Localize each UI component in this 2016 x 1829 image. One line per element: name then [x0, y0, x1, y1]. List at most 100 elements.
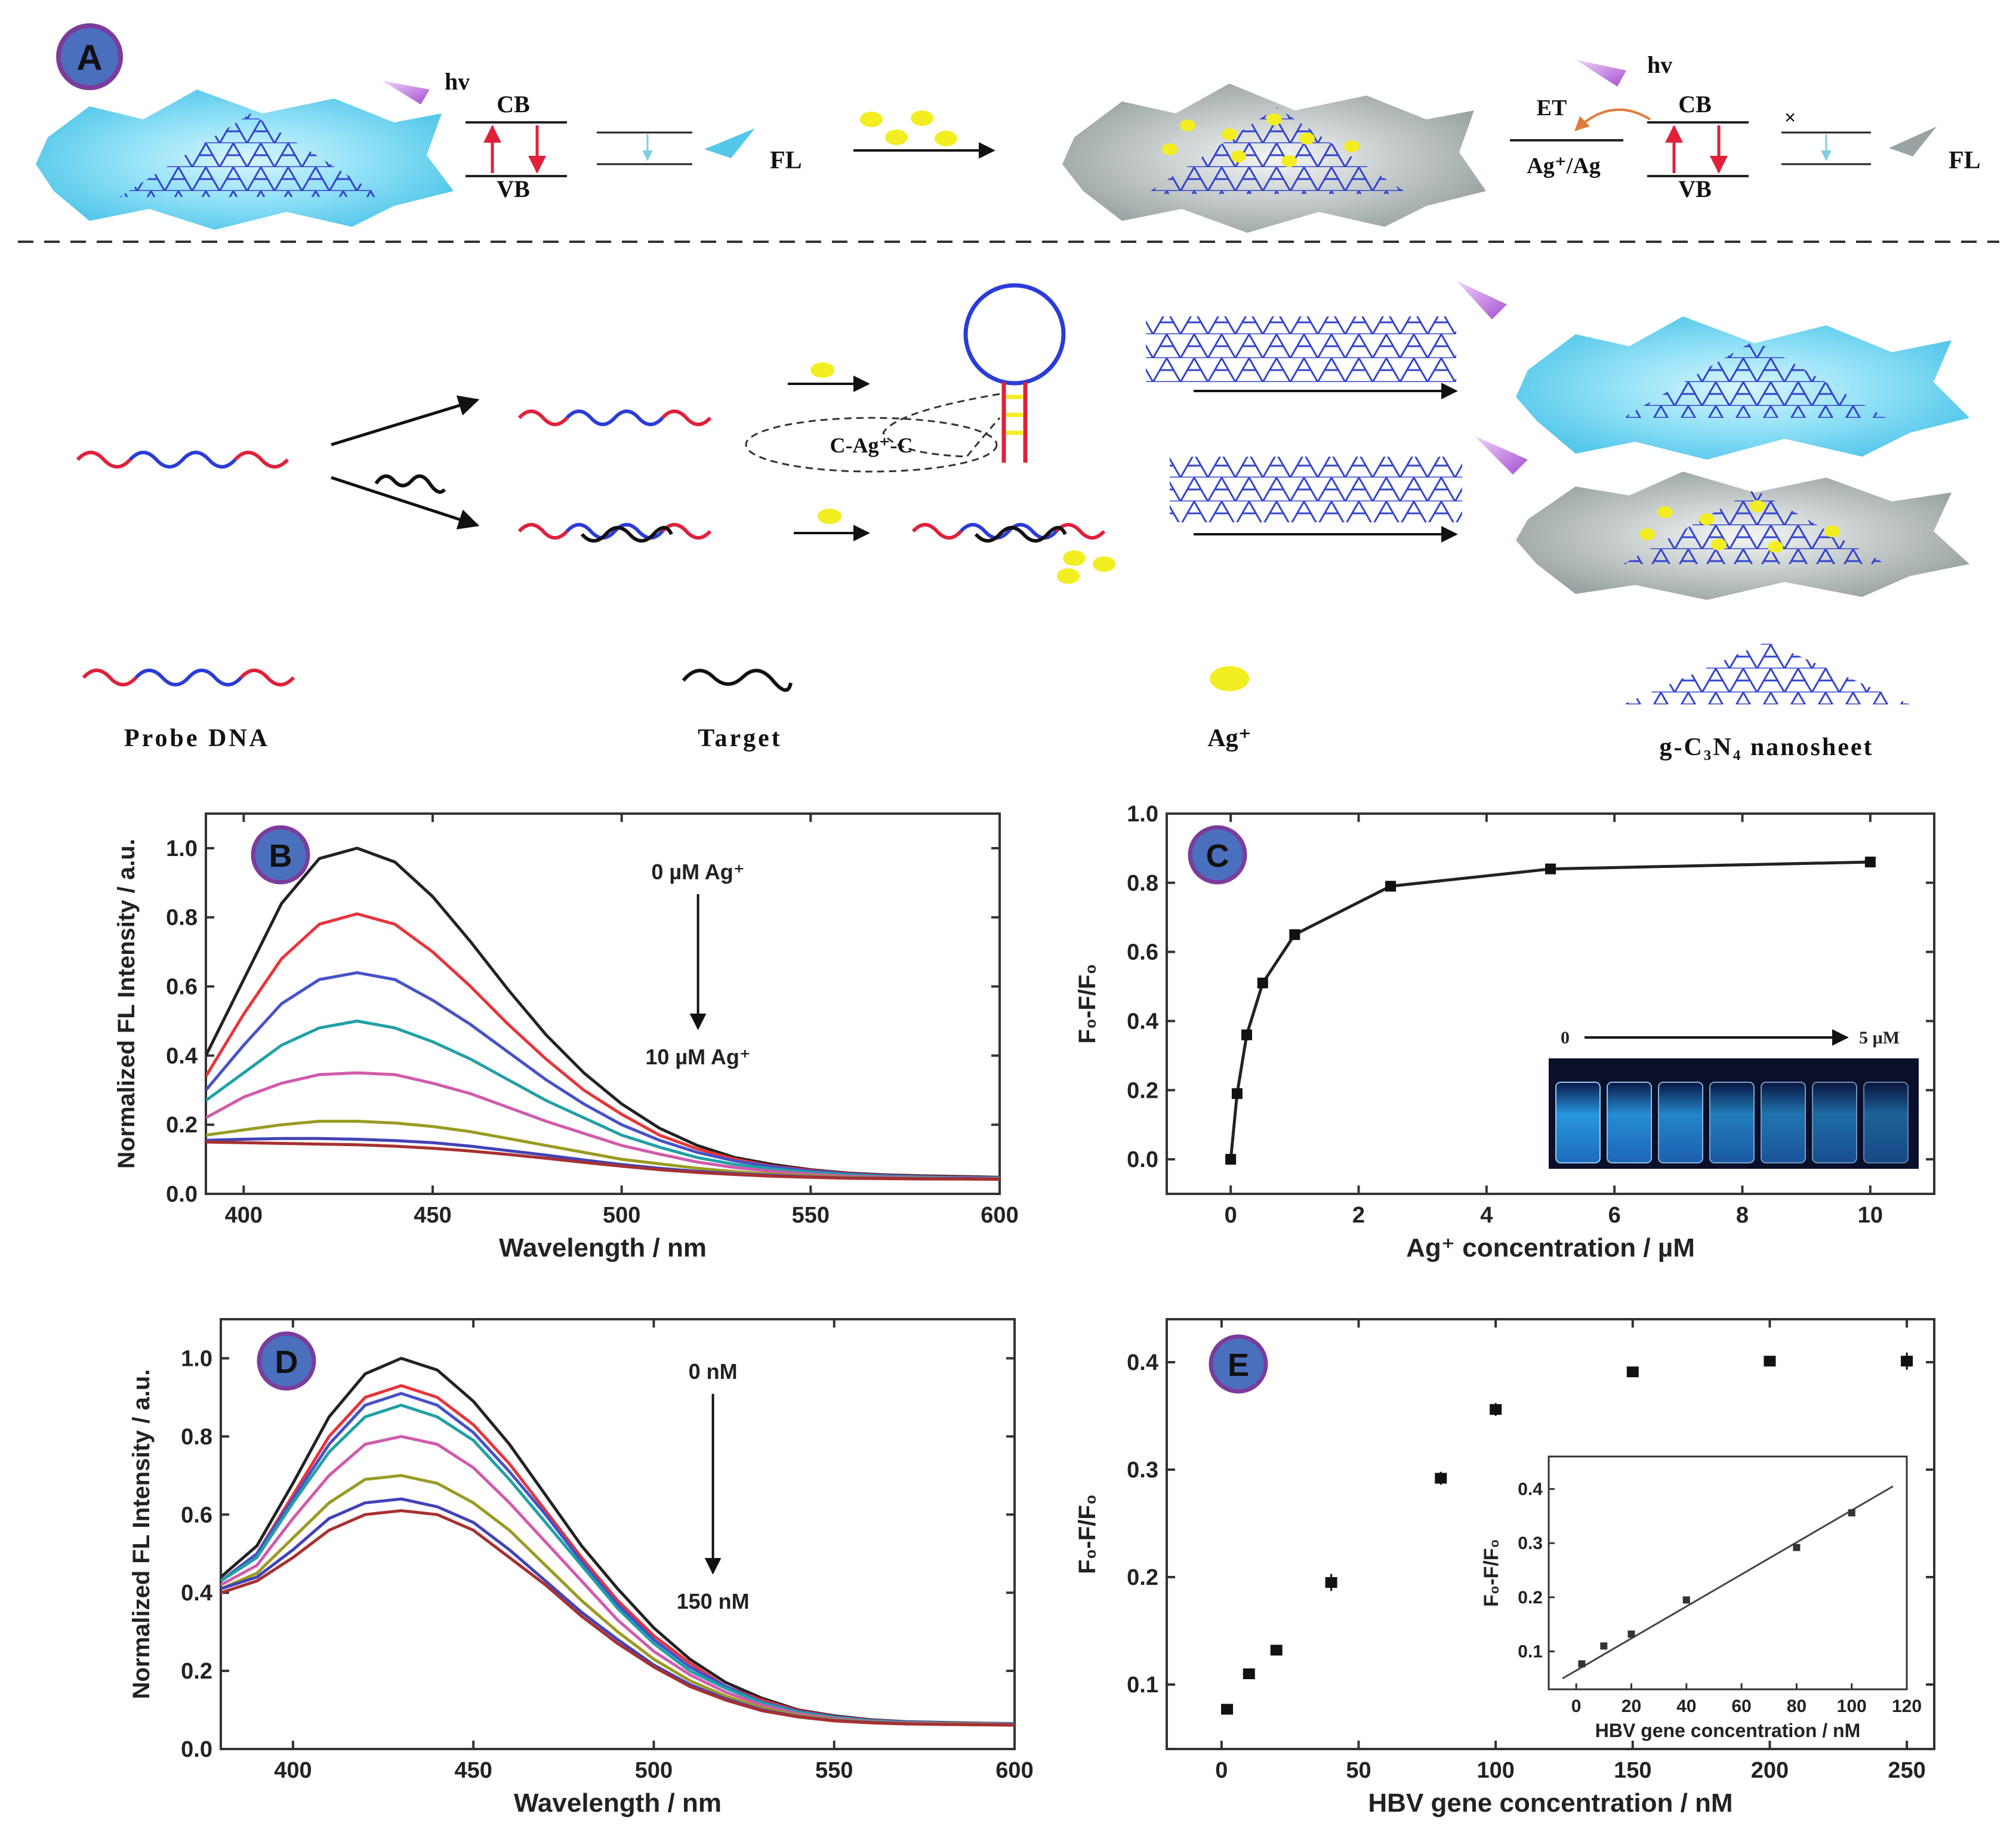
chart-C-xtick-label: 4	[1480, 1203, 1493, 1228]
chart-B-xtick-label: 450	[414, 1203, 451, 1228]
chart-D-ytick-label: 0.4	[181, 1581, 212, 1606]
panel-b-badge	[251, 825, 310, 885]
chart-B-ytick-label: 0.2	[166, 1113, 198, 1138]
chart-B-annotation-top: 0 µM Ag⁺	[651, 860, 744, 884]
chart-E-inset-frame	[1548, 1455, 1908, 1691]
chart-E-point	[1626, 1366, 1639, 1378]
chart-C-xtick-label: 0	[1225, 1203, 1237, 1228]
chart-E-point	[1901, 1356, 1913, 1367]
chart-E-inset-xtick-label: 100	[1837, 1696, 1867, 1716]
vb-label-1: VB	[497, 175, 530, 202]
emission-fl-icon	[704, 128, 755, 158]
chart-B-xtick-label: 400	[225, 1203, 263, 1228]
hv-label-2: hv	[1647, 51, 1672, 78]
target-strand-small	[374, 474, 446, 494]
cagc-label: C-Ag⁺-C	[830, 433, 913, 457]
chart-E-xtick-label: 100	[1476, 1758, 1514, 1783]
chart-D-frame	[220, 1318, 1016, 1750]
chart-C-cuvette	[1812, 1082, 1857, 1163]
probe-target-duplex	[517, 523, 712, 543]
glow-nanosheet-result-bright	[1516, 316, 1969, 460]
chart-E-inset-xtick-label: 0	[1571, 1696, 1582, 1716]
chart-B-series-5-line	[206, 1119, 1000, 1180]
chart-E-point	[1221, 1704, 1234, 1715]
chart-C-point	[1545, 863, 1556, 875]
chart-C-point	[1225, 1154, 1237, 1165]
legend-sheet-label: g-C₃N₄ nanosheet	[1659, 734, 1873, 761]
chart-D-series-7-line	[221, 1509, 1015, 1727]
cb-label-2: CB	[1678, 91, 1712, 118]
chart-B-ytick-label: 0.6	[166, 975, 198, 1000]
panel-e-badge	[1209, 1334, 1268, 1394]
ag-ions-group	[860, 110, 957, 146]
chart-C-point	[1289, 929, 1300, 940]
glow-nanosheet-result-dark	[1516, 472, 1969, 600]
chart-B-series-7-line	[206, 1140, 1000, 1181]
chart-E-inset-xtick-label: 40	[1676, 1696, 1696, 1716]
chart-C-point	[1864, 857, 1876, 868]
chart-E-ytick-label: 0.1	[1127, 1673, 1158, 1698]
panel-c-chart: 0 2 4 6 8 10 0.0 0.2 0.4 0.6 0.8 1.0 Ag⁺ concentrati…	[1074, 802, 1935, 1263]
chart-E-inset-point	[1848, 1509, 1855, 1517]
chart-C-cuvette	[1709, 1082, 1755, 1163]
chart-E-inset-point	[1578, 1660, 1586, 1668]
glow-nanosheet-quenched	[1062, 84, 1486, 233]
chart-E-inset-xtick-label: 60	[1731, 1696, 1751, 1716]
light-hv-icon-4	[1474, 436, 1528, 475]
chart-D-ytick-label: 1.0	[181, 1346, 212, 1371]
chart-C-line	[1229, 860, 1870, 1160]
chart-C-xtick-label: 6	[1608, 1203, 1621, 1228]
chart-D-xtick-label: 400	[274, 1758, 312, 1783]
chart-E-ytick-label: 0.4	[1127, 1350, 1158, 1375]
fl-label-1: FL	[770, 147, 802, 174]
light-hv-icon	[382, 81, 430, 104]
chart-C-frame	[1166, 812, 1935, 1195]
panel-b-chart: 400 450 500 550 600 0.0 0.2 0.4 0.6 0.8 1.0 Wavelen…	[113, 812, 1019, 1263]
fl-label-2: FL	[1949, 147, 1981, 174]
panel-c-badge	[1188, 825, 1247, 885]
chart-E-inset-ylabel: F₀-F/F₀	[1480, 1539, 1503, 1607]
chart-C-cuvette	[1607, 1082, 1652, 1163]
chart-E-xtick-label: 0	[1215, 1758, 1228, 1783]
chart-D-ytick-label: 0.0	[181, 1737, 212, 1762]
legend-target-label: Target	[698, 725, 782, 752]
chart-C-xtick-label: 10	[1858, 1203, 1883, 1228]
chart-C-point	[1257, 977, 1268, 989]
chart-D-xtick-label: 450	[454, 1758, 492, 1783]
chart-C-ytick-label: 0.0	[1127, 1147, 1158, 1172]
legend-probe-label: Probe DNA	[124, 725, 270, 752]
chart-D-series-6-line	[221, 1497, 1015, 1726]
target-strand-icon	[682, 669, 793, 692]
chart-E-xtick-label: 250	[1888, 1758, 1925, 1783]
panel-d-chart: 400 450 500 550 600 0.0 0.2 0.4 0.6 0.8 1.0 Wavelen…	[128, 1318, 1034, 1818]
chart-C-ytick-label: 0.8	[1127, 871, 1158, 896]
chart-B-ytick-label: 0.0	[166, 1182, 198, 1207]
chart-D-series-4-line	[221, 1434, 1015, 1726]
chart-E-ytick-label: 0.2	[1127, 1565, 1158, 1590]
hairpin-probe: C-Ag⁺-C	[745, 283, 1066, 473]
chart-D-ytick-label: 0.2	[181, 1659, 212, 1684]
glow-nanosheet-fluorescent	[36, 90, 454, 230]
chart-B-xtick-label: 550	[792, 1203, 830, 1228]
chart-E-inset-point	[1682, 1596, 1690, 1604]
chart-B-xtick-label: 500	[603, 1203, 640, 1228]
chart-B-ytick-label: 1.0	[166, 836, 198, 861]
ag-couple-label: Ag⁺/Ag	[1527, 153, 1601, 178]
chart-B-frame	[205, 812, 1001, 1195]
band-diagram-2: hv ET Ag⁺/Ag CB VB × FL	[1510, 51, 1981, 202]
panel-a-badge: A	[56, 23, 123, 90]
light-hv-icon-3	[1456, 281, 1507, 319]
chart-E-inset-xlabel: HBV gene concentration / nM	[1595, 1720, 1860, 1741]
chart-B-xlabel: Wavelength / nm	[499, 1233, 707, 1263]
chart-E-point	[1270, 1645, 1283, 1656]
chart-E-inset-xtick-label: 120	[1892, 1696, 1922, 1716]
panel-d-badge	[257, 1331, 316, 1391]
chart-D-annotation-top: 0 nM	[689, 1359, 738, 1384]
cb-label-1: CB	[497, 91, 530, 118]
nanosheet-stack-lower	[1170, 457, 1462, 522]
chart-E-inset-ytick-label: 0.4	[1518, 1479, 1543, 1499]
panel-d-letter: D	[275, 1344, 298, 1380]
chart-C-inset-left-label: 0	[1561, 1028, 1570, 1048]
